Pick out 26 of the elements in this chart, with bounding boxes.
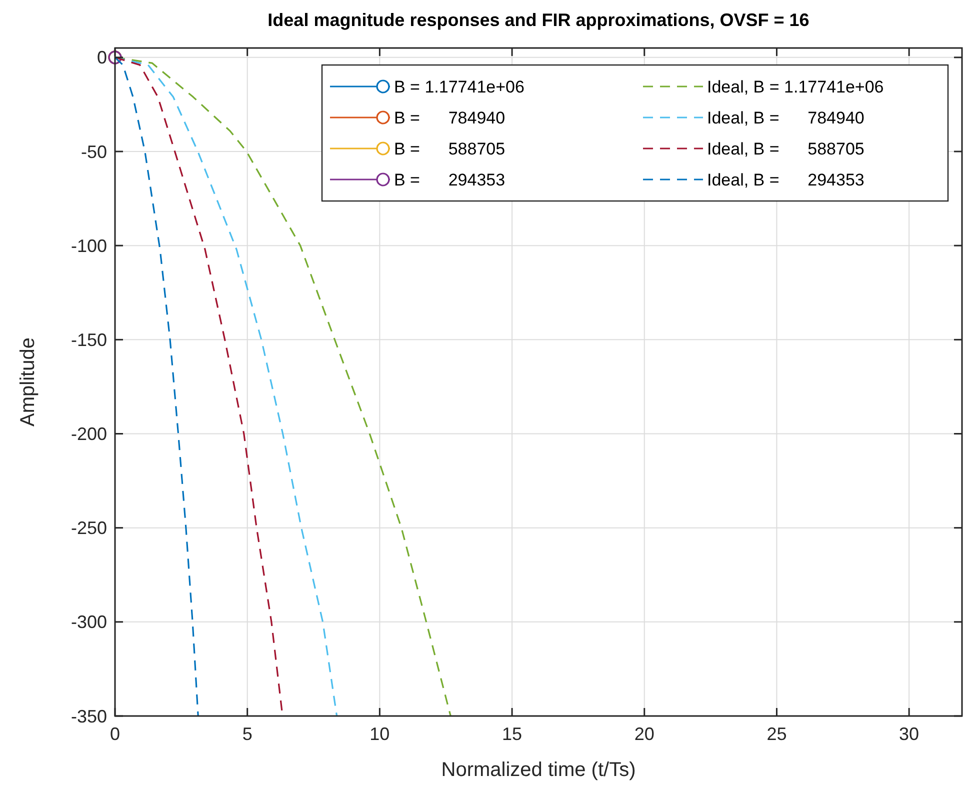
- y-axis-title: Amplitude: [17, 338, 39, 426]
- legend-label: Ideal, B = 294353: [707, 170, 864, 190]
- legend-label: Ideal, B = 588705: [707, 139, 864, 158]
- y-tick-label: -50: [80, 142, 107, 162]
- x-tick-label: 5: [242, 724, 252, 744]
- y-tick-label: -250: [70, 518, 107, 538]
- y-tick-label: -150: [70, 330, 107, 350]
- y-tick-label: -300: [70, 612, 107, 632]
- y-tick-label: -200: [70, 424, 107, 444]
- y-tick-label: 0: [96, 48, 107, 68]
- legend-label: Ideal, B = 784940: [707, 108, 864, 128]
- legend-label: B = 784940: [394, 108, 506, 128]
- x-tick-label: 0: [110, 724, 120, 744]
- legend-label: B = 294353: [394, 170, 506, 190]
- y-tick-label: -100: [70, 236, 107, 256]
- x-tick-label: 25: [766, 724, 787, 744]
- legend-label: B = 1.17741e+06: [394, 77, 524, 96]
- legend-label: Ideal, B = 1.17741e+06: [707, 77, 884, 96]
- chart-title: Ideal magnitude responses and FIR approximations, OVSF = 16: [268, 10, 810, 30]
- legend-label: B = 588705: [394, 139, 506, 158]
- x-tick-label: 10: [370, 724, 390, 744]
- x-axis-title: Normalized time (t/Ts): [441, 759, 636, 781]
- x-tick-label: 15: [502, 724, 522, 744]
- x-tick-label: 20: [634, 724, 654, 744]
- y-tick-label: -350: [70, 706, 107, 726]
- x-tick-label: 30: [899, 724, 920, 744]
